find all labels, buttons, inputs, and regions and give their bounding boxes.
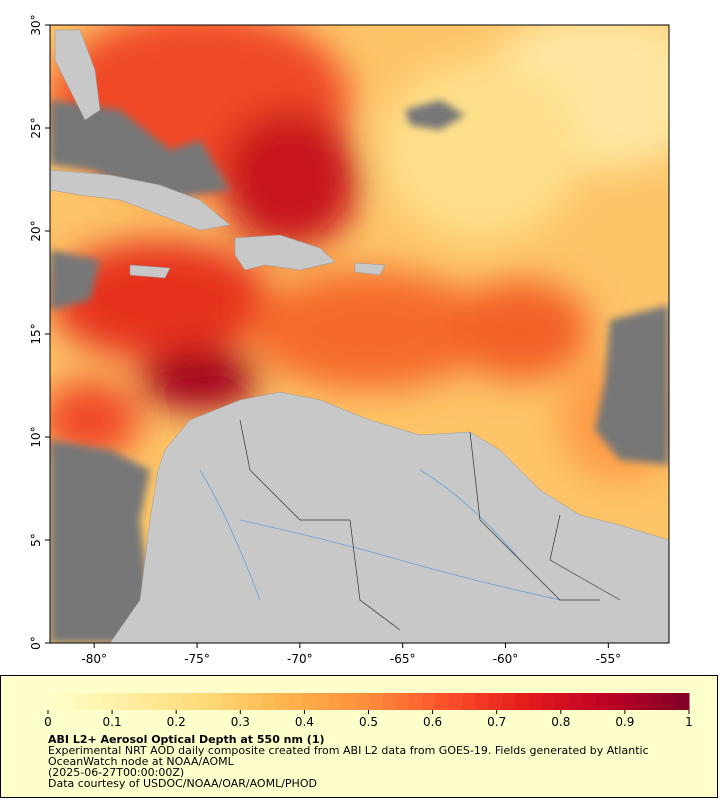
y-tick-label: 10°	[29, 426, 43, 447]
colorbar-swatch	[88, 693, 102, 710]
colorbar: 0 0.1 0.2 0.3 0.4 0.5 0.6 0.7 0.8 0.9 1	[44, 693, 693, 729]
colorbar-swatch	[395, 693, 410, 710]
x-tick-label: -80°	[81, 652, 107, 666]
colorbar-swatch	[515, 693, 530, 710]
colorbar-swatch	[582, 693, 597, 710]
colorbar-swatch	[74, 693, 89, 710]
colorbar-swatch	[275, 693, 289, 710]
colorbar-swatch	[288, 693, 303, 710]
colorbar-tick-label: 0.8	[551, 715, 570, 729]
colorbar-swatch	[635, 693, 650, 710]
colorbar-swatch	[341, 693, 356, 710]
colorbar-swatch	[368, 693, 383, 710]
colorbar-swatch	[502, 693, 516, 710]
colorbar-swatch	[234, 693, 249, 710]
y-tick-label: 0°	[29, 636, 43, 650]
colorbar-swatch	[48, 693, 62, 710]
colorbar-swatch	[608, 693, 623, 710]
colorbar-swatch	[128, 693, 142, 710]
x-tick-label: -55°	[596, 652, 622, 666]
caption-line: Data courtesy of USDOC/NOAA/OAR/AOML/PHO…	[48, 777, 317, 790]
x-tick-label: -60°	[493, 652, 519, 666]
colorbar-swatch	[328, 693, 343, 710]
colorbar-tick-label: 0.7	[487, 715, 506, 729]
colorbar-swatch	[355, 693, 369, 710]
colorbar-swatch	[315, 693, 329, 710]
colorbar-swatch	[568, 693, 583, 710]
y-tick-label: 25°	[29, 117, 43, 138]
colorbar-tick-label: 0	[44, 715, 52, 729]
x-tick-label: -65°	[390, 652, 416, 666]
colorbar-tick-label: 0.1	[103, 715, 122, 729]
colorbar-swatch	[448, 693, 463, 710]
colorbar-tick-label: 0.5	[359, 715, 378, 729]
y-tick-label: 30°	[29, 14, 43, 35]
colorbar-swatch	[61, 693, 76, 710]
colorbar-swatch	[154, 693, 169, 710]
colorbar-swatch	[421, 693, 436, 710]
colorbar-swatch	[595, 693, 610, 710]
colorbar-tick-label: 0.3	[231, 715, 250, 729]
caption-panel: 0 0.1 0.2 0.3 0.4 0.5 0.6 0.7 0.8 0.9 1 ABI L2+ Ae…	[0, 675, 718, 798]
colorbar-swatch	[208, 693, 223, 710]
colorbar-swatch	[528, 693, 543, 710]
map-field	[50, 25, 669, 643]
map-figure: -80° -75° -70° -65° -60° -55° 0° 5° 10° 15° 20° 25°…	[29, 14, 670, 666]
colorbar-swatch	[168, 693, 183, 710]
colorbar-swatch	[408, 693, 423, 710]
caption-title: ABI L2+ Aerosol Optical Depth at 550 nm …	[48, 733, 325, 746]
colorbar-tick-label: 0.6	[423, 715, 442, 729]
colorbar-swatch	[648, 693, 663, 710]
colorbar-swatch	[261, 693, 276, 710]
colorbar-swatch	[141, 693, 156, 710]
colorbar-swatch	[381, 693, 396, 710]
colorbar-swatch	[675, 693, 690, 710]
colorbar-swatch	[101, 693, 116, 710]
colorbar-swatch	[555, 693, 570, 710]
y-tick-label: 5°	[29, 533, 43, 547]
colorbar-swatch	[662, 693, 677, 710]
x-tick-label: -70°	[287, 652, 313, 666]
colorbar-swatch	[542, 693, 556, 710]
colorbar-swatch	[248, 693, 263, 710]
colorbar-swatch	[221, 693, 236, 710]
colorbar-swatch	[475, 693, 490, 710]
colorbar-tick-label: 0.2	[167, 715, 186, 729]
colorbar-swatch	[622, 693, 637, 710]
colorbar-tick-label: 0.4	[295, 715, 314, 729]
caption-line: (2025-06-27T00:00:00Z)	[48, 766, 185, 779]
colorbar-tick-label: 0.9	[615, 715, 634, 729]
x-tick-label: -75°	[184, 652, 210, 666]
colorbar-tick-label: 1	[685, 715, 693, 729]
caption-line: Experimental NRT AOD daily composite cre…	[48, 744, 649, 768]
y-tick-label: 20°	[29, 220, 43, 241]
colorbar-swatch	[301, 693, 316, 710]
colorbar-swatch	[488, 693, 503, 710]
y-tick-label: 15°	[29, 323, 43, 344]
colorbar-swatch	[181, 693, 196, 710]
colorbar-swatch	[114, 693, 129, 710]
colorbar-swatch	[194, 693, 209, 710]
colorbar-swatch	[461, 693, 476, 710]
colorbar-swatch	[435, 693, 450, 710]
